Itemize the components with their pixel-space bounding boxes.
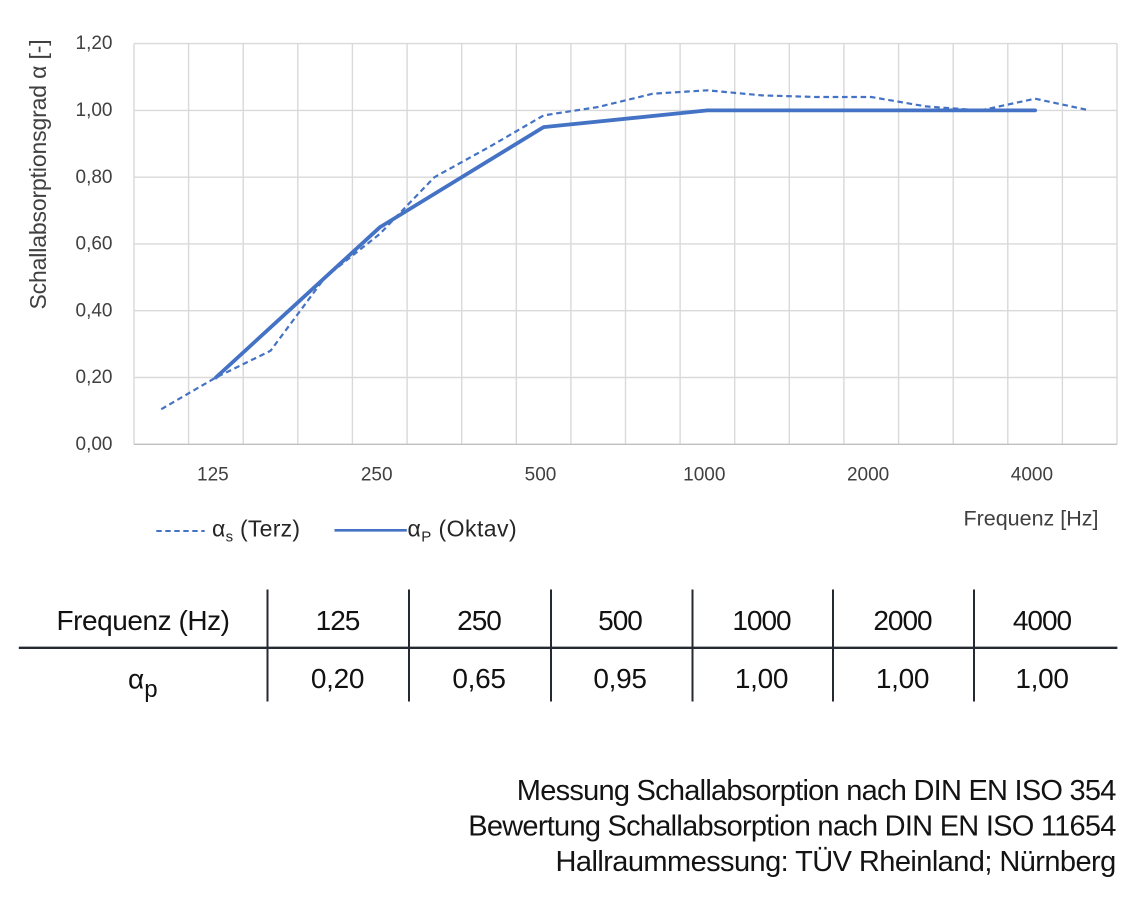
svg-text:1000: 1000 xyxy=(683,465,725,486)
svg-text:500: 500 xyxy=(598,605,642,636)
svg-text:Frequenz (Hz): Frequenz (Hz) xyxy=(56,605,229,636)
svg-text:1,00: 1,00 xyxy=(76,100,113,121)
svg-text:Bewertung Schallabsorption nac: Bewertung Schallabsorption nach DIN EN I… xyxy=(468,810,1116,842)
svg-text:Messung Schallabsorption nach: Messung Schallabsorption nach DIN EN ISO… xyxy=(517,775,1117,807)
svg-text:125: 125 xyxy=(197,465,229,486)
svg-text:1000: 1000 xyxy=(732,605,791,636)
svg-text:250: 250 xyxy=(361,465,393,486)
svg-text:0,80: 0,80 xyxy=(76,167,113,188)
svg-text:1,20: 1,20 xyxy=(76,33,113,54)
svg-text:500: 500 xyxy=(525,465,557,486)
svg-text:αp: αp xyxy=(128,663,158,703)
svg-text:0,65: 0,65 xyxy=(452,663,505,694)
svg-text:1,00: 1,00 xyxy=(735,663,788,694)
svg-text:0,20: 0,20 xyxy=(311,663,364,694)
svg-text:Hallraummessung: TÜV Rheinland: Hallraummessung: TÜV Rheinland; Nürnberg xyxy=(556,846,1116,878)
svg-text:0,40: 0,40 xyxy=(76,300,113,321)
svg-text:αP (Oktav): αP (Oktav) xyxy=(408,515,518,545)
svg-text:0,00: 0,00 xyxy=(76,434,113,455)
svg-text:4000: 4000 xyxy=(1011,465,1053,486)
svg-text:1,00: 1,00 xyxy=(876,663,929,694)
svg-text:1,00: 1,00 xyxy=(1015,663,1068,694)
svg-text:0,60: 0,60 xyxy=(76,234,113,255)
svg-text:0,20: 0,20 xyxy=(76,367,113,388)
svg-text:Frequenz [Hz]: Frequenz [Hz] xyxy=(963,506,1098,530)
svg-text:250: 250 xyxy=(457,605,501,636)
svg-text:0,95: 0,95 xyxy=(593,663,646,694)
svg-text:αs (Terz): αs (Terz) xyxy=(212,515,300,545)
svg-text:2000: 2000 xyxy=(847,465,889,486)
svg-text:125: 125 xyxy=(316,605,360,636)
svg-text:Schallabsorptionsgrad α [-]: Schallabsorptionsgrad α [-] xyxy=(25,39,51,309)
svg-text:2000: 2000 xyxy=(873,605,932,636)
svg-text:4000: 4000 xyxy=(1013,605,1072,636)
